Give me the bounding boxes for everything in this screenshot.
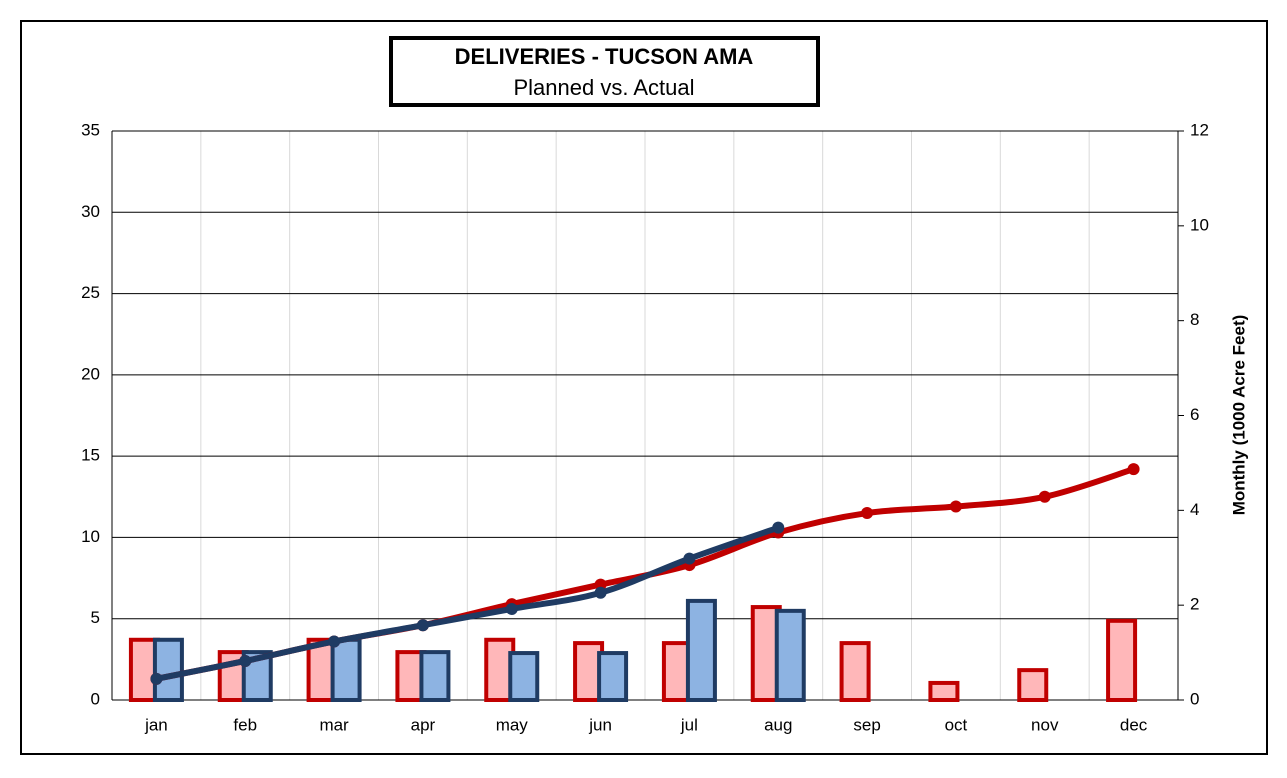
line-marker <box>949 500 962 513</box>
bar <box>152 637 184 702</box>
x-tick-label: dec <box>1120 715 1148 734</box>
line-marker <box>772 521 785 534</box>
line-marker <box>505 602 518 615</box>
bar <box>330 637 362 702</box>
chart-title: DELIVERIES - TUCSON AMA <box>455 44 754 69</box>
y-tick-label: 5 <box>91 608 100 627</box>
y-tick-label: 35 <box>81 120 100 139</box>
line-marker <box>239 654 252 667</box>
y2-tick-label: 12 <box>1190 120 1209 139</box>
y2-tick-label: 0 <box>1190 689 1199 708</box>
line-marker <box>1127 463 1140 476</box>
x-tick-label: may <box>496 715 529 734</box>
line-marker <box>683 552 696 565</box>
bar <box>839 641 871 702</box>
x-tick-label: oct <box>945 715 968 734</box>
x-tick-label: jun <box>588 715 612 734</box>
y2-axis-label: Monthly (1000 Acre Feet) <box>1229 315 1248 516</box>
bar <box>774 608 806 703</box>
x-tick-label: feb <box>233 715 257 734</box>
bar <box>685 598 717 702</box>
y2-tick-label: 4 <box>1190 500 1199 519</box>
y2-tick-label: 2 <box>1190 595 1199 614</box>
bar <box>1017 668 1049 703</box>
bar <box>1106 618 1138 702</box>
x-tick-label: mar <box>319 715 349 734</box>
y-tick-label: 25 <box>81 283 100 302</box>
y2-tick-label: 10 <box>1190 215 1209 234</box>
line-marker <box>150 672 163 685</box>
line-marker <box>328 635 341 648</box>
x-tick-label: jan <box>144 715 168 734</box>
line-marker <box>594 586 607 599</box>
bar <box>419 650 451 703</box>
y-tick-label: 0 <box>91 689 100 708</box>
y-tick-label: 20 <box>81 364 100 383</box>
y-tick-label: 30 <box>81 202 100 221</box>
y2-tick-label: 6 <box>1190 405 1199 424</box>
bar <box>508 651 540 702</box>
line-marker <box>1038 490 1051 503</box>
x-tick-label: jul <box>680 715 698 734</box>
y2-tick-label: 8 <box>1190 310 1199 329</box>
y-tick-label: 15 <box>81 446 100 465</box>
bar <box>928 680 960 702</box>
x-tick-label: aug <box>764 715 792 734</box>
x-tick-label: nov <box>1031 715 1059 734</box>
line <box>153 524 782 682</box>
chart-subtitle: Planned vs. Actual <box>513 75 694 100</box>
x-tick-label: sep <box>853 715 880 734</box>
bar <box>597 651 629 702</box>
x-tick-label: apr <box>411 715 436 734</box>
y-tick-label: 10 <box>81 527 100 546</box>
line-marker <box>861 507 874 520</box>
line-marker <box>416 619 429 632</box>
title-box <box>389 36 820 107</box>
